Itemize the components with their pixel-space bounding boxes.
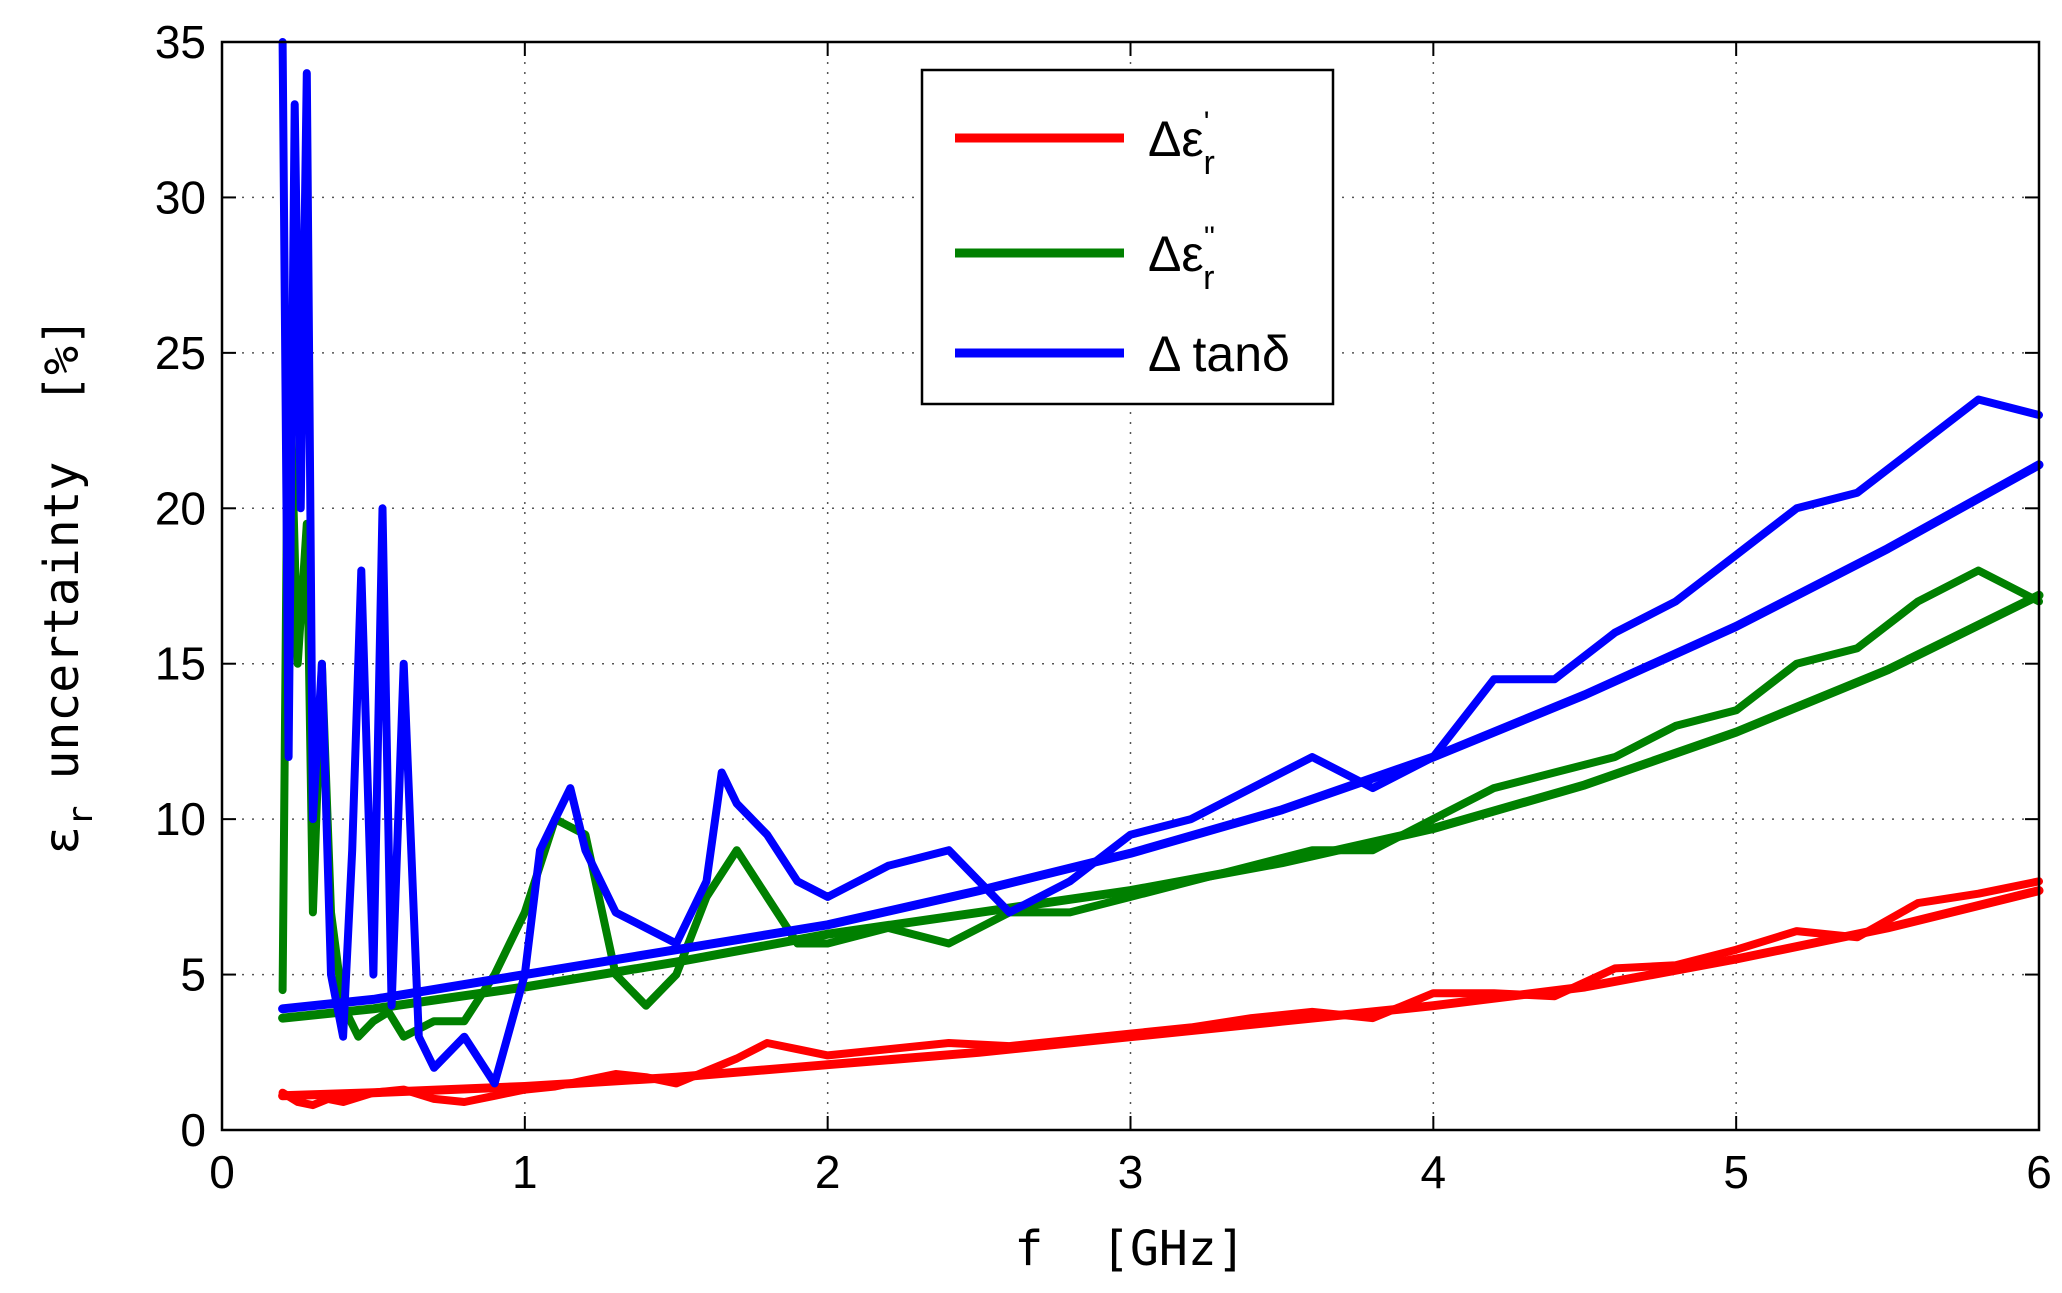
legend-box <box>920 68 1335 406</box>
x-tick-label: 0 <box>209 1146 235 1198</box>
y-tick-label: 30 <box>155 171 206 223</box>
y-tick-label: 15 <box>155 638 206 690</box>
x-tick-label: 5 <box>1723 1146 1749 1198</box>
y-tick-label: 35 <box>155 16 206 68</box>
axis-ticks: 0 1 2 3 4 5 6 0 5 10 15 20 25 30 35 <box>155 16 2052 1198</box>
x-tick-label: 4 <box>1421 1146 1447 1198</box>
legend-label-delta-eps-prime: Δε' r <box>1148 106 1215 182</box>
y-tick-label: 10 <box>155 793 206 845</box>
series-blue-measured-line <box>278 38 2043 1088</box>
legend-label-delta-tan-delta: Δ tanδ <box>1148 326 1290 382</box>
series-blue-fit-line <box>278 460 2044 1014</box>
series-lines <box>278 38 2044 1110</box>
y-tick-label: 20 <box>155 482 206 534</box>
x-tick-label: 2 <box>815 1146 841 1198</box>
y-axis-label-subscript: r <box>61 805 101 825</box>
y-axis-label: εr uncertainty [%] <box>34 317 101 855</box>
y-axis-label-text: uncertainty [%] <box>34 317 90 779</box>
y-axis-label-symbol: ε <box>34 826 90 855</box>
y-tick-label: 0 <box>180 1104 206 1156</box>
x-tick-label: 1 <box>512 1146 538 1198</box>
series-red-fit-line <box>278 886 2044 1101</box>
x-tick-label: 6 <box>2026 1146 2052 1198</box>
svg-text:εruncertainty [%]: εr uncertainty [%] <box>34 317 101 855</box>
x-tick-label: 3 <box>1118 1146 1144 1198</box>
series-green-measured-line <box>278 317 2043 1041</box>
series-red-measured-line <box>278 877 2043 1110</box>
y-tick-label: 5 <box>180 949 206 1001</box>
legend-label-delta-eps-double-prime: Δε'' r <box>1148 221 1215 297</box>
x-axis-label: f [GHz] <box>1014 1221 1245 1277</box>
legend: Δε' r Δε'' r Δ tanδ <box>920 68 1335 406</box>
y-tick-label: 25 <box>155 327 206 379</box>
